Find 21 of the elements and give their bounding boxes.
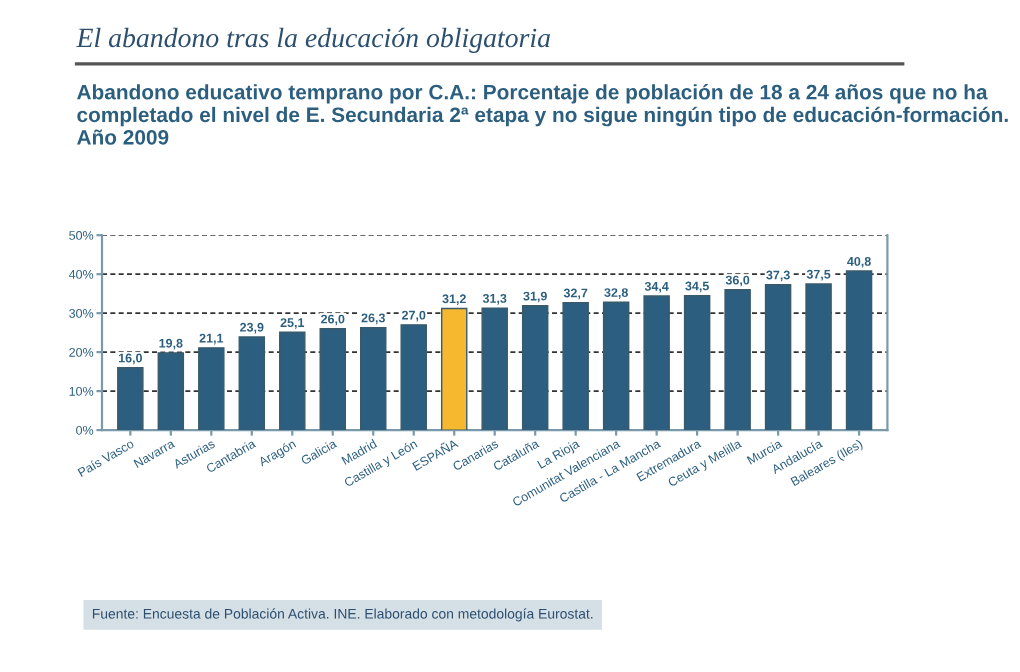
chart-subtitle: Abandono educativo temprano por C.A.: Porcentaje de población de 18 a 24 años que no ha completado el nivel de E. Secundaria 2ª etapa y no sigue ningún tipo de educación-formación. Año 2009 — [77, 84, 1008, 145]
bar — [400, 324, 427, 431]
bar — [279, 331, 306, 431]
bar — [319, 328, 347, 431]
bar — [805, 283, 832, 431]
bar — [198, 347, 225, 431]
bar — [360, 326, 387, 431]
bar — [117, 367, 144, 431]
bar — [683, 294, 711, 431]
bar — [238, 336, 266, 431]
bar — [724, 289, 751, 431]
bar — [643, 295, 670, 431]
bar — [157, 352, 185, 431]
chart-title: El abandono tras la educación obligatoria — [76, 27, 550, 53]
bar — [764, 284, 792, 431]
bar — [440, 307, 468, 431]
bar — [521, 305, 549, 431]
bar — [845, 270, 873, 431]
bar — [481, 307, 508, 431]
bar — [602, 301, 630, 431]
bar — [562, 301, 589, 431]
